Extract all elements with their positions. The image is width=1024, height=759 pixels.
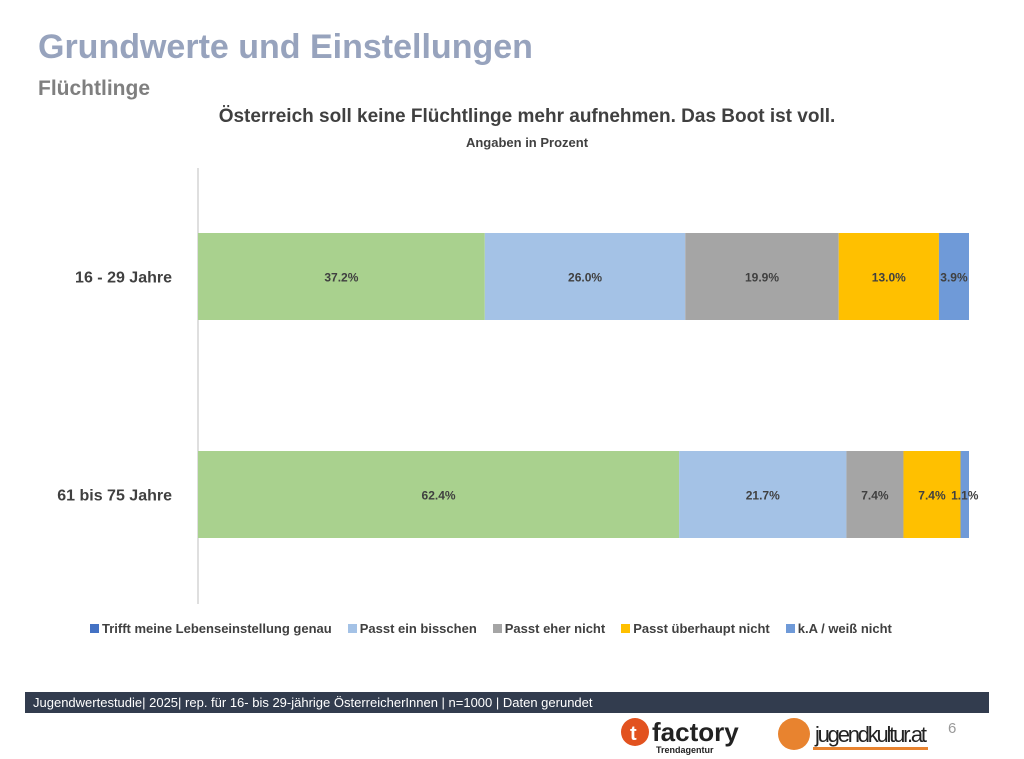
page-subtitle: Flüchtlinge bbox=[38, 77, 150, 100]
chart-title: Österreich soll keine Flüchtlinge mehr a… bbox=[218, 106, 836, 127]
bar-segment bbox=[198, 233, 485, 320]
page-title: Grundwerte und Einstellungen bbox=[38, 28, 533, 66]
bar-segment bbox=[846, 451, 904, 538]
data-label: 21.7% bbox=[746, 489, 780, 503]
data-label: 62.4% bbox=[422, 489, 456, 503]
bar-segment bbox=[685, 233, 839, 320]
data-label: 26.0% bbox=[568, 271, 602, 285]
logos: t factory Trendagentur jugendkultur.at bbox=[621, 717, 928, 755]
factory-logo-sub: Trendagentur bbox=[656, 745, 714, 755]
footer: Jugendwertestudie| 2025| rep. für 16- bi… bbox=[25, 692, 989, 713]
data-label: 13.0% bbox=[872, 271, 906, 285]
legend-item: Passt ein bisschen bbox=[347, 621, 477, 636]
legend-label: Trifft meine Lebenseinstellung genau bbox=[102, 621, 332, 636]
data-label: 19.9% bbox=[745, 271, 779, 285]
legend-item: Trifft meine Lebenseinstellung genau bbox=[90, 621, 332, 636]
legend-item: Passt überhaupt nicht bbox=[621, 621, 770, 636]
category-label: 16 - 29 Jahre bbox=[75, 270, 172, 287]
legend-item: Passt eher nicht bbox=[492, 621, 606, 636]
factory-logo: factory bbox=[652, 717, 739, 747]
svg-text:t: t bbox=[630, 723, 637, 745]
data-label: 7.4% bbox=[918, 489, 946, 503]
legend: Trifft meine Lebenseinstellung genau Pass… bbox=[90, 621, 892, 636]
legend-item: k.A / weiß nicht bbox=[785, 621, 892, 636]
bar-segment bbox=[679, 451, 847, 538]
chart-subtitle: Angaben in Prozent bbox=[465, 135, 589, 150]
legend-label: Passt eher nicht bbox=[504, 621, 606, 636]
jugendkultur-logo: jugendkultur.at bbox=[814, 722, 927, 747]
factory-logo-icon bbox=[621, 718, 649, 746]
bar-segment bbox=[938, 233, 969, 320]
bar-segment bbox=[198, 451, 680, 538]
legend-label: k.A / weiß nicht bbox=[797, 621, 892, 636]
legend-swatch bbox=[785, 624, 795, 633]
legend-label: Passt überhaupt nicht bbox=[633, 621, 770, 636]
legend-swatch bbox=[621, 624, 631, 633]
category-label: 61 bis 75 Jahre bbox=[57, 488, 172, 505]
bar-segment bbox=[838, 233, 939, 320]
bar-segment bbox=[960, 451, 969, 538]
legend-swatch bbox=[492, 624, 502, 633]
legend-swatch bbox=[347, 624, 357, 633]
legend-swatch bbox=[90, 624, 99, 633]
bar-segment bbox=[484, 233, 686, 320]
data-label: 7.4% bbox=[861, 489, 889, 503]
legend-label: Passt ein bisschen bbox=[359, 621, 477, 636]
jugendkultur-logo-icon bbox=[778, 718, 810, 750]
stacked-bar-chart: 16 - 29 Jahre 37.2% 26.0% 19.9% 13.0% 3.9% 61 … bbox=[57, 168, 979, 604]
data-label: 3.9% bbox=[940, 271, 968, 285]
bar-segment bbox=[903, 451, 961, 538]
page-number: 6 bbox=[948, 720, 957, 737]
data-label: 1.1% bbox=[951, 489, 979, 503]
data-label: 37.2% bbox=[324, 271, 358, 285]
